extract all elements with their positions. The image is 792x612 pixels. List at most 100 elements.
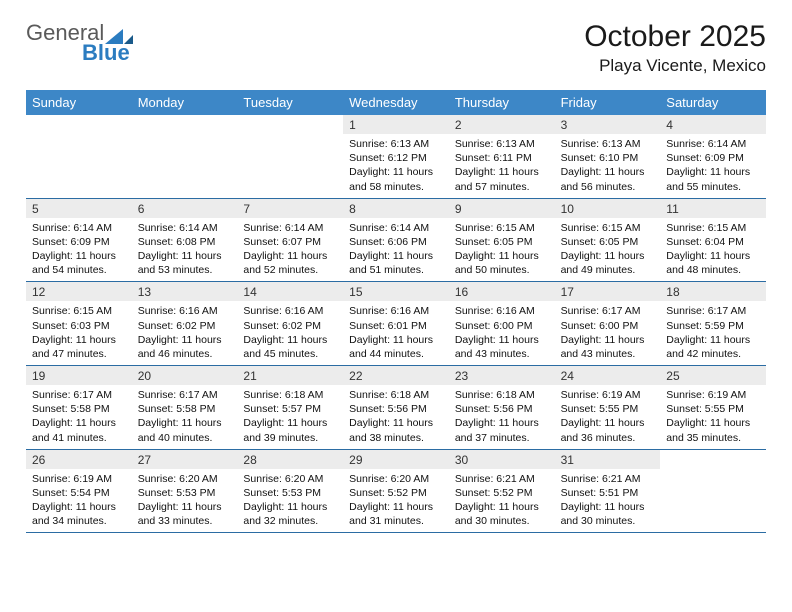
day-name-sun: Sunday xyxy=(26,90,132,115)
calendar-cell: 2Sunrise: 6:13 AMSunset: 6:11 PMDaylight… xyxy=(449,115,555,198)
day-detail-line: Sunset: 6:01 PM xyxy=(349,319,443,333)
day-number: 2 xyxy=(449,115,555,134)
day-detail-line: Daylight: 11 hours and 58 minutes. xyxy=(349,165,443,193)
day-number xyxy=(237,115,343,134)
day-detail-line: Sunset: 5:59 PM xyxy=(666,319,760,333)
day-number: 29 xyxy=(343,450,449,469)
day-detail-line: Sunset: 6:10 PM xyxy=(561,151,655,165)
day-number: 14 xyxy=(237,282,343,301)
day-detail-line: Daylight: 11 hours and 43 minutes. xyxy=(561,333,655,361)
day-detail-line: Sunrise: 6:14 AM xyxy=(349,221,443,235)
day-number: 19 xyxy=(26,366,132,385)
day-detail-line: Sunrise: 6:21 AM xyxy=(561,472,655,486)
calendar-cell: 25Sunrise: 6:19 AMSunset: 5:55 PMDayligh… xyxy=(660,366,766,449)
day-detail-line: Sunset: 6:05 PM xyxy=(561,235,655,249)
day-detail-line: Sunrise: 6:17 AM xyxy=(32,388,126,402)
day-number: 25 xyxy=(660,366,766,385)
day-detail-line: Sunset: 6:08 PM xyxy=(138,235,232,249)
day-details: Sunrise: 6:14 AMSunset: 6:06 PMDaylight:… xyxy=(343,218,449,282)
day-detail-line: Sunrise: 6:14 AM xyxy=(138,221,232,235)
day-name-wed: Wednesday xyxy=(343,90,449,115)
calendar-cell: 19Sunrise: 6:17 AMSunset: 5:58 PMDayligh… xyxy=(26,366,132,449)
day-details: Sunrise: 6:18 AMSunset: 5:56 PMDaylight:… xyxy=(343,385,449,449)
day-detail-line: Sunset: 6:11 PM xyxy=(455,151,549,165)
day-details: Sunrise: 6:15 AMSunset: 6:03 PMDaylight:… xyxy=(26,301,132,365)
day-detail-line: Daylight: 11 hours and 35 minutes. xyxy=(666,416,760,444)
calendar-week: 5Sunrise: 6:14 AMSunset: 6:09 PMDaylight… xyxy=(26,198,766,282)
day-detail-line: Sunrise: 6:18 AM xyxy=(243,388,337,402)
day-details: Sunrise: 6:16 AMSunset: 6:00 PMDaylight:… xyxy=(449,301,555,365)
day-detail-line: Sunset: 6:02 PM xyxy=(138,319,232,333)
day-detail-line: Sunrise: 6:13 AM xyxy=(349,137,443,151)
day-number: 21 xyxy=(237,366,343,385)
day-details: Sunrise: 6:17 AMSunset: 5:58 PMDaylight:… xyxy=(26,385,132,449)
day-number: 6 xyxy=(132,199,238,218)
day-number: 9 xyxy=(449,199,555,218)
day-number: 10 xyxy=(555,199,661,218)
day-details: Sunrise: 6:19 AMSunset: 5:54 PMDaylight:… xyxy=(26,469,132,533)
day-details: Sunrise: 6:17 AMSunset: 5:59 PMDaylight:… xyxy=(660,301,766,365)
day-detail-line: Daylight: 11 hours and 44 minutes. xyxy=(349,333,443,361)
day-details: Sunrise: 6:17 AMSunset: 5:58 PMDaylight:… xyxy=(132,385,238,449)
day-detail-line: Sunrise: 6:16 AM xyxy=(349,304,443,318)
calendar-cell xyxy=(132,115,238,198)
day-detail-line: Sunset: 5:55 PM xyxy=(666,402,760,416)
day-number xyxy=(660,450,766,469)
day-detail-line: Sunrise: 6:16 AM xyxy=(138,304,232,318)
day-detail-line: Sunset: 6:09 PM xyxy=(666,151,760,165)
day-detail-line: Sunrise: 6:16 AM xyxy=(455,304,549,318)
calendar: Sunday Monday Tuesday Wednesday Thursday… xyxy=(26,90,766,533)
day-detail-line: Sunrise: 6:21 AM xyxy=(455,472,549,486)
day-number: 17 xyxy=(555,282,661,301)
day-detail-line: Daylight: 11 hours and 34 minutes. xyxy=(32,500,126,528)
day-number: 31 xyxy=(555,450,661,469)
day-detail-line: Sunset: 5:58 PM xyxy=(138,402,232,416)
day-detail-line: Daylight: 11 hours and 55 minutes. xyxy=(666,165,760,193)
day-detail-line: Sunset: 6:06 PM xyxy=(349,235,443,249)
day-detail-line: Sunset: 6:02 PM xyxy=(243,319,337,333)
day-detail-line: Sunrise: 6:15 AM xyxy=(32,304,126,318)
day-name-sat: Saturday xyxy=(660,90,766,115)
day-details: Sunrise: 6:20 AMSunset: 5:53 PMDaylight:… xyxy=(132,469,238,533)
day-number: 23 xyxy=(449,366,555,385)
day-detail-line: Daylight: 11 hours and 52 minutes. xyxy=(243,249,337,277)
calendar-cell xyxy=(237,115,343,198)
day-name-fri: Friday xyxy=(555,90,661,115)
day-detail-line: Daylight: 11 hours and 39 minutes. xyxy=(243,416,337,444)
calendar-cell: 14Sunrise: 6:16 AMSunset: 6:02 PMDayligh… xyxy=(237,282,343,365)
day-detail-line: Daylight: 11 hours and 42 minutes. xyxy=(666,333,760,361)
day-number: 3 xyxy=(555,115,661,134)
calendar-cell: 22Sunrise: 6:18 AMSunset: 5:56 PMDayligh… xyxy=(343,366,449,449)
day-detail-line: Sunrise: 6:18 AM xyxy=(349,388,443,402)
day-detail-line: Daylight: 11 hours and 32 minutes. xyxy=(243,500,337,528)
day-detail-line: Daylight: 11 hours and 31 minutes. xyxy=(349,500,443,528)
calendar-cell: 18Sunrise: 6:17 AMSunset: 5:59 PMDayligh… xyxy=(660,282,766,365)
day-number: 27 xyxy=(132,450,238,469)
day-detail-line: Daylight: 11 hours and 33 minutes. xyxy=(138,500,232,528)
logo-text-blue: Blue xyxy=(82,40,130,66)
calendar-cell: 13Sunrise: 6:16 AMSunset: 6:02 PMDayligh… xyxy=(132,282,238,365)
day-details: Sunrise: 6:19 AMSunset: 5:55 PMDaylight:… xyxy=(660,385,766,449)
calendar-cell: 7Sunrise: 6:14 AMSunset: 6:07 PMDaylight… xyxy=(237,199,343,282)
month-title: October 2025 xyxy=(584,20,766,54)
day-details: Sunrise: 6:15 AMSunset: 6:05 PMDaylight:… xyxy=(449,218,555,282)
day-detail-line: Daylight: 11 hours and 38 minutes. xyxy=(349,416,443,444)
day-details: Sunrise: 6:16 AMSunset: 6:01 PMDaylight:… xyxy=(343,301,449,365)
calendar-cell: 20Sunrise: 6:17 AMSunset: 5:58 PMDayligh… xyxy=(132,366,238,449)
day-detail-line: Sunset: 6:05 PM xyxy=(455,235,549,249)
day-detail-line: Daylight: 11 hours and 40 minutes. xyxy=(138,416,232,444)
calendar-cell: 28Sunrise: 6:20 AMSunset: 5:53 PMDayligh… xyxy=(237,450,343,533)
day-details: Sunrise: 6:21 AMSunset: 5:51 PMDaylight:… xyxy=(555,469,661,533)
calendar-cell: 30Sunrise: 6:21 AMSunset: 5:52 PMDayligh… xyxy=(449,450,555,533)
calendar-cell: 6Sunrise: 6:14 AMSunset: 6:08 PMDaylight… xyxy=(132,199,238,282)
day-detail-line: Daylight: 11 hours and 48 minutes. xyxy=(666,249,760,277)
day-detail-line: Sunrise: 6:16 AM xyxy=(243,304,337,318)
day-details xyxy=(237,134,343,141)
calendar-cell: 31Sunrise: 6:21 AMSunset: 5:51 PMDayligh… xyxy=(555,450,661,533)
calendar-cell: 4Sunrise: 6:14 AMSunset: 6:09 PMDaylight… xyxy=(660,115,766,198)
day-number: 30 xyxy=(449,450,555,469)
day-number: 26 xyxy=(26,450,132,469)
day-number xyxy=(132,115,238,134)
day-detail-line: Sunrise: 6:17 AM xyxy=(138,388,232,402)
day-details: Sunrise: 6:20 AMSunset: 5:53 PMDaylight:… xyxy=(237,469,343,533)
